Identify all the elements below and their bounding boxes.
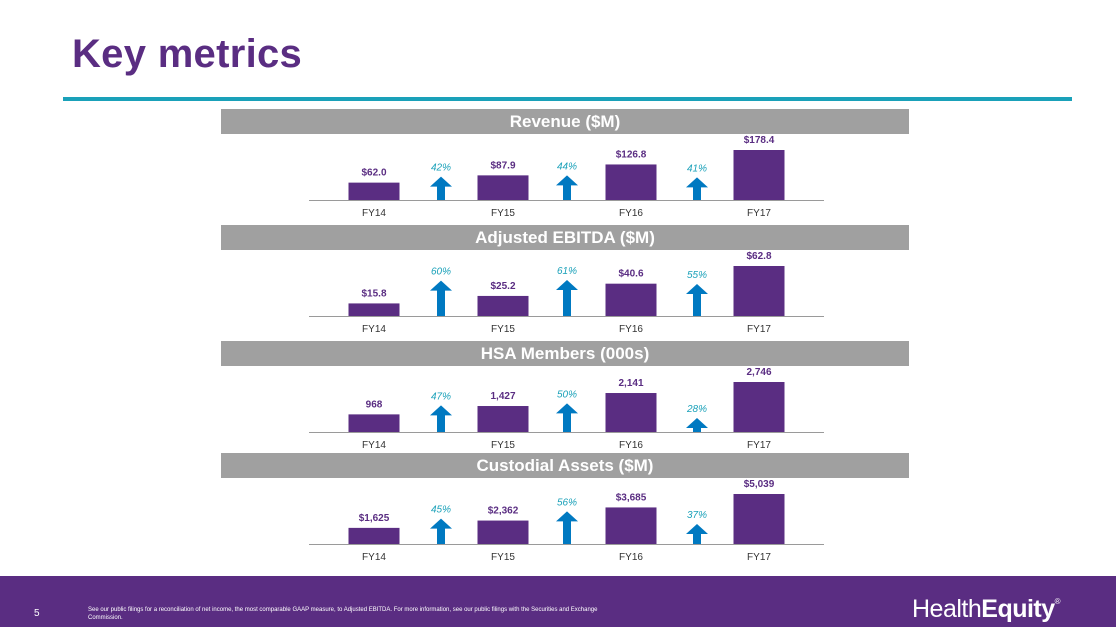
bar-fy16 bbox=[605, 164, 657, 200]
chart-title: HSA Members (000s) bbox=[221, 341, 909, 366]
growth-label: 60% bbox=[431, 267, 451, 278]
x-tick-label: FY16 bbox=[619, 440, 643, 451]
growth-label: 50% bbox=[557, 389, 577, 400]
growth-label: 37% bbox=[687, 510, 707, 521]
page-title: Key metrics bbox=[72, 32, 303, 76]
x-tick-label: FY15 bbox=[491, 208, 515, 219]
x-tick-label: FY17 bbox=[747, 324, 771, 335]
revenue-chart: Revenue ($M) $62.0 FY14 $87.9 FY15 $126.8 FY1… bbox=[221, 109, 909, 219]
x-tick-label: FY17 bbox=[747, 208, 771, 219]
bar-fy17 bbox=[733, 382, 785, 432]
chart-title: Revenue ($M) bbox=[221, 109, 909, 134]
x-tick-label: FY14 bbox=[362, 552, 386, 563]
chart-plot: $62.0 FY14 $87.9 FY15 $126.8 FY16 $178.4 FY17 42… bbox=[309, 135, 824, 219]
page-number: 5 bbox=[34, 608, 40, 619]
data-label: 1,427 bbox=[490, 391, 515, 402]
bar-fy15 bbox=[477, 295, 529, 316]
data-label: $2,362 bbox=[488, 506, 519, 517]
growth-label: 61% bbox=[557, 266, 577, 277]
hsa-members-chart: HSA Members (000s) 968 FY14 1,427 FY15 2,141… bbox=[221, 341, 909, 451]
growth-arrow-icon bbox=[430, 518, 452, 544]
growth-arrow-icon bbox=[430, 176, 452, 200]
x-tick-label: FY16 bbox=[619, 324, 643, 335]
bar-fy14 bbox=[348, 527, 400, 544]
custodial-assets-chart: Custodial Assets ($M) $1,625 FY14 $2,362 FY… bbox=[221, 453, 909, 563]
bar-fy15 bbox=[477, 406, 529, 432]
x-tick-label: FY17 bbox=[747, 552, 771, 563]
bar-fy15 bbox=[477, 520, 529, 544]
growth-arrow-icon bbox=[686, 418, 708, 432]
growth-label: 56% bbox=[557, 497, 577, 508]
logo-equity: Equity bbox=[981, 595, 1055, 623]
data-label: $87.9 bbox=[490, 160, 515, 171]
data-label: $62.8 bbox=[746, 251, 771, 262]
x-tick-label: FY15 bbox=[491, 440, 515, 451]
data-label: $40.6 bbox=[618, 269, 643, 280]
growth-label: 55% bbox=[687, 270, 707, 281]
x-tick-label: FY14 bbox=[362, 324, 386, 335]
bar-fy17 bbox=[733, 150, 785, 200]
x-tick-label: FY16 bbox=[619, 208, 643, 219]
growth-label: 44% bbox=[557, 161, 577, 172]
chart-title: Adjusted EBITDA ($M) bbox=[221, 225, 909, 250]
bar-fy16 bbox=[605, 283, 657, 316]
bar-fy17 bbox=[733, 494, 785, 544]
data-label: $62.0 bbox=[361, 168, 386, 179]
healthequity-logo: HealthEquity® bbox=[912, 595, 1061, 624]
chart-plot: 968 FY14 1,427 FY15 2,141 FY16 2,746 FY17 47% 50%… bbox=[309, 367, 824, 451]
x-tick-label: FY16 bbox=[619, 552, 643, 563]
growth-arrow-icon bbox=[686, 524, 708, 544]
title-divider bbox=[63, 97, 1072, 101]
x-tick-label: FY15 bbox=[491, 324, 515, 335]
bar-fy16 bbox=[605, 393, 657, 432]
data-label: 968 bbox=[366, 399, 383, 410]
data-label: $15.8 bbox=[361, 288, 386, 299]
data-label: $126.8 bbox=[616, 149, 647, 160]
data-label: $3,685 bbox=[616, 492, 647, 503]
logo-health: Health bbox=[912, 595, 982, 623]
growth-arrow-icon bbox=[430, 405, 452, 432]
bar-fy14 bbox=[348, 303, 400, 316]
growth-label: 45% bbox=[431, 505, 451, 516]
growth-arrow-icon bbox=[556, 280, 578, 316]
adjusted-ebitda-chart: Adjusted EBITDA ($M) $15.8 FY14 $25.2 FY15 $… bbox=[221, 225, 909, 335]
x-tick-label: FY14 bbox=[362, 208, 386, 219]
chart-title: Custodial Assets ($M) bbox=[221, 453, 909, 478]
x-tick-label: FY14 bbox=[362, 440, 386, 451]
growth-label: 28% bbox=[686, 404, 707, 415]
data-label: 2,141 bbox=[618, 378, 643, 389]
growth-label: 41% bbox=[687, 163, 707, 174]
footer-bar: 5 See our public filings for a reconcili… bbox=[0, 576, 1116, 627]
data-label: $178.4 bbox=[744, 135, 775, 146]
growth-arrow-icon bbox=[556, 511, 578, 544]
footnote: See our public filings for a reconciliat… bbox=[88, 607, 598, 621]
bar-fy15 bbox=[477, 175, 529, 200]
growth-arrow-icon bbox=[686, 177, 708, 200]
growth-arrow-icon bbox=[556, 175, 578, 200]
growth-label: 47% bbox=[431, 391, 451, 402]
data-label: $5,039 bbox=[744, 479, 775, 490]
logo-registered-mark: ® bbox=[1054, 597, 1061, 606]
growth-arrow-icon bbox=[430, 280, 452, 316]
bar-fy17 bbox=[733, 266, 785, 316]
bar-fy16 bbox=[605, 507, 657, 544]
data-label: $1,625 bbox=[359, 513, 390, 524]
bar-fy14 bbox=[348, 182, 400, 200]
x-tick-label: FY15 bbox=[491, 552, 515, 563]
growth-arrow-icon bbox=[686, 284, 708, 316]
chart-plot: $15.8 FY14 $25.2 FY15 $40.6 FY16 $62.8 FY17 60% 6… bbox=[309, 251, 824, 335]
x-tick-label: FY17 bbox=[747, 440, 771, 451]
growth-arrow-icon bbox=[556, 403, 578, 432]
chart-plot: $1,625 FY14 $2,362 FY15 $3,685 FY16 $5,039 FY17… bbox=[309, 479, 824, 563]
data-label: 2,746 bbox=[746, 367, 771, 378]
bar-fy14 bbox=[348, 414, 400, 432]
data-label: $25.2 bbox=[490, 281, 515, 292]
growth-label: 42% bbox=[431, 163, 451, 174]
